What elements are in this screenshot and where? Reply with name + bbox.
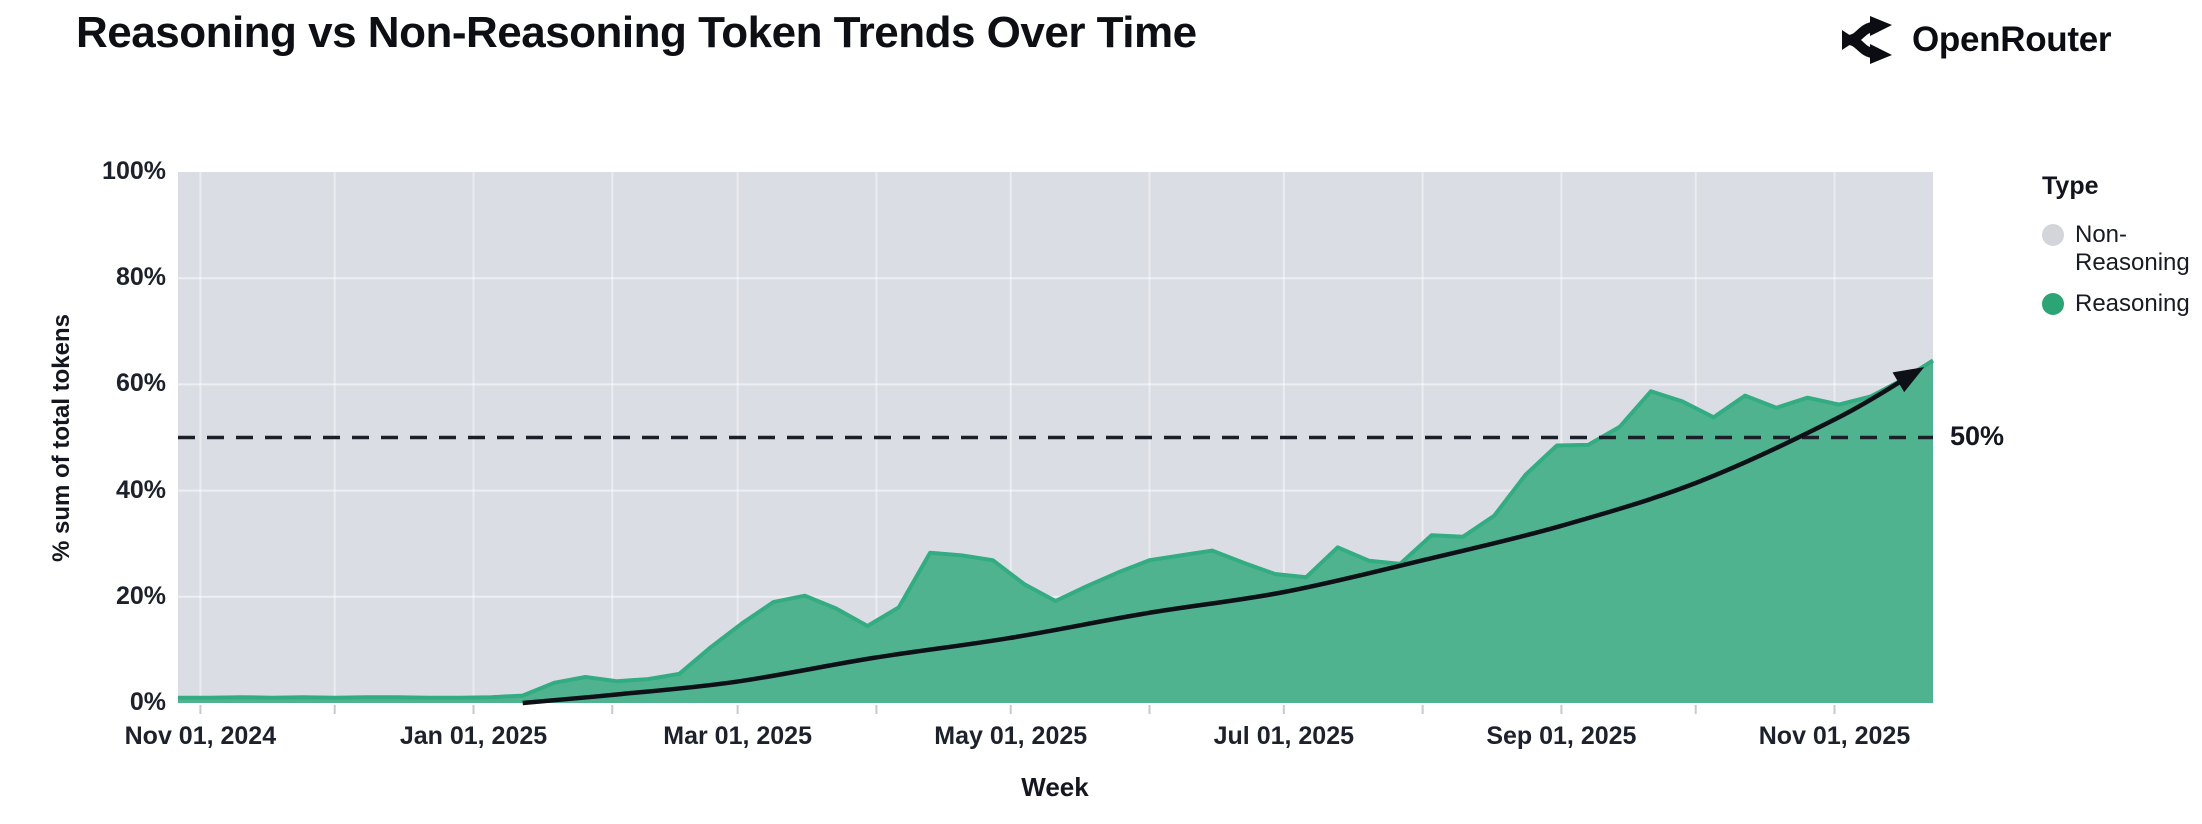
stacked-area-chart xyxy=(178,172,1935,714)
x-tick-label: Sep 01, 2025 xyxy=(1486,722,1637,750)
y-axis-title: % sum of total tokens xyxy=(48,313,75,563)
legend-item-non-reasoning[interactable]: Non-Reasoning xyxy=(2042,221,2200,277)
legend-label: Non-Reasoning xyxy=(2075,221,2190,276)
legend-swatch xyxy=(2042,224,2064,246)
x-tick-label: Nov 01, 2025 xyxy=(1758,722,1911,750)
x-tick-label: May 01, 2025 xyxy=(934,722,1088,750)
brand: OpenRouter xyxy=(1840,12,2112,68)
y-tick-label: 20% xyxy=(115,581,166,610)
legend-swatch xyxy=(2042,293,2064,315)
y-tick-label: 40% xyxy=(115,475,166,504)
y-tick-label: 100% xyxy=(102,157,166,185)
y-tick-label: 80% xyxy=(115,263,166,292)
legend-item-reasoning[interactable]: Reasoning xyxy=(2042,290,2200,318)
legend-title: Type xyxy=(2042,172,2099,200)
openrouter-logo-icon xyxy=(1842,16,1892,64)
y-tick-label: 0% xyxy=(129,688,166,716)
reference-line-label: 50% xyxy=(1950,420,2005,451)
x-axis-title: Week xyxy=(1021,772,1089,802)
x-tick-label: Jul 01, 2025 xyxy=(1213,722,1355,750)
x-tick-label: Nov 01, 2024 xyxy=(124,722,277,750)
plot-area xyxy=(178,172,1935,714)
x-tick-label: Mar 01, 2025 xyxy=(663,722,812,750)
legend-items: Non-Reasoning Reasoning xyxy=(2042,221,2200,318)
x-tick-label: Jan 01, 2025 xyxy=(399,722,548,750)
legend: Type Non-Reasoning Reasoning xyxy=(2042,172,2200,331)
page-title: Reasoning vs Non-Reasoning Token Trends … xyxy=(76,8,1197,57)
y-tick-label: 60% xyxy=(115,369,166,398)
legend-label: Reasoning xyxy=(2075,290,2190,317)
brand-name: OpenRouter xyxy=(1912,20,2112,59)
